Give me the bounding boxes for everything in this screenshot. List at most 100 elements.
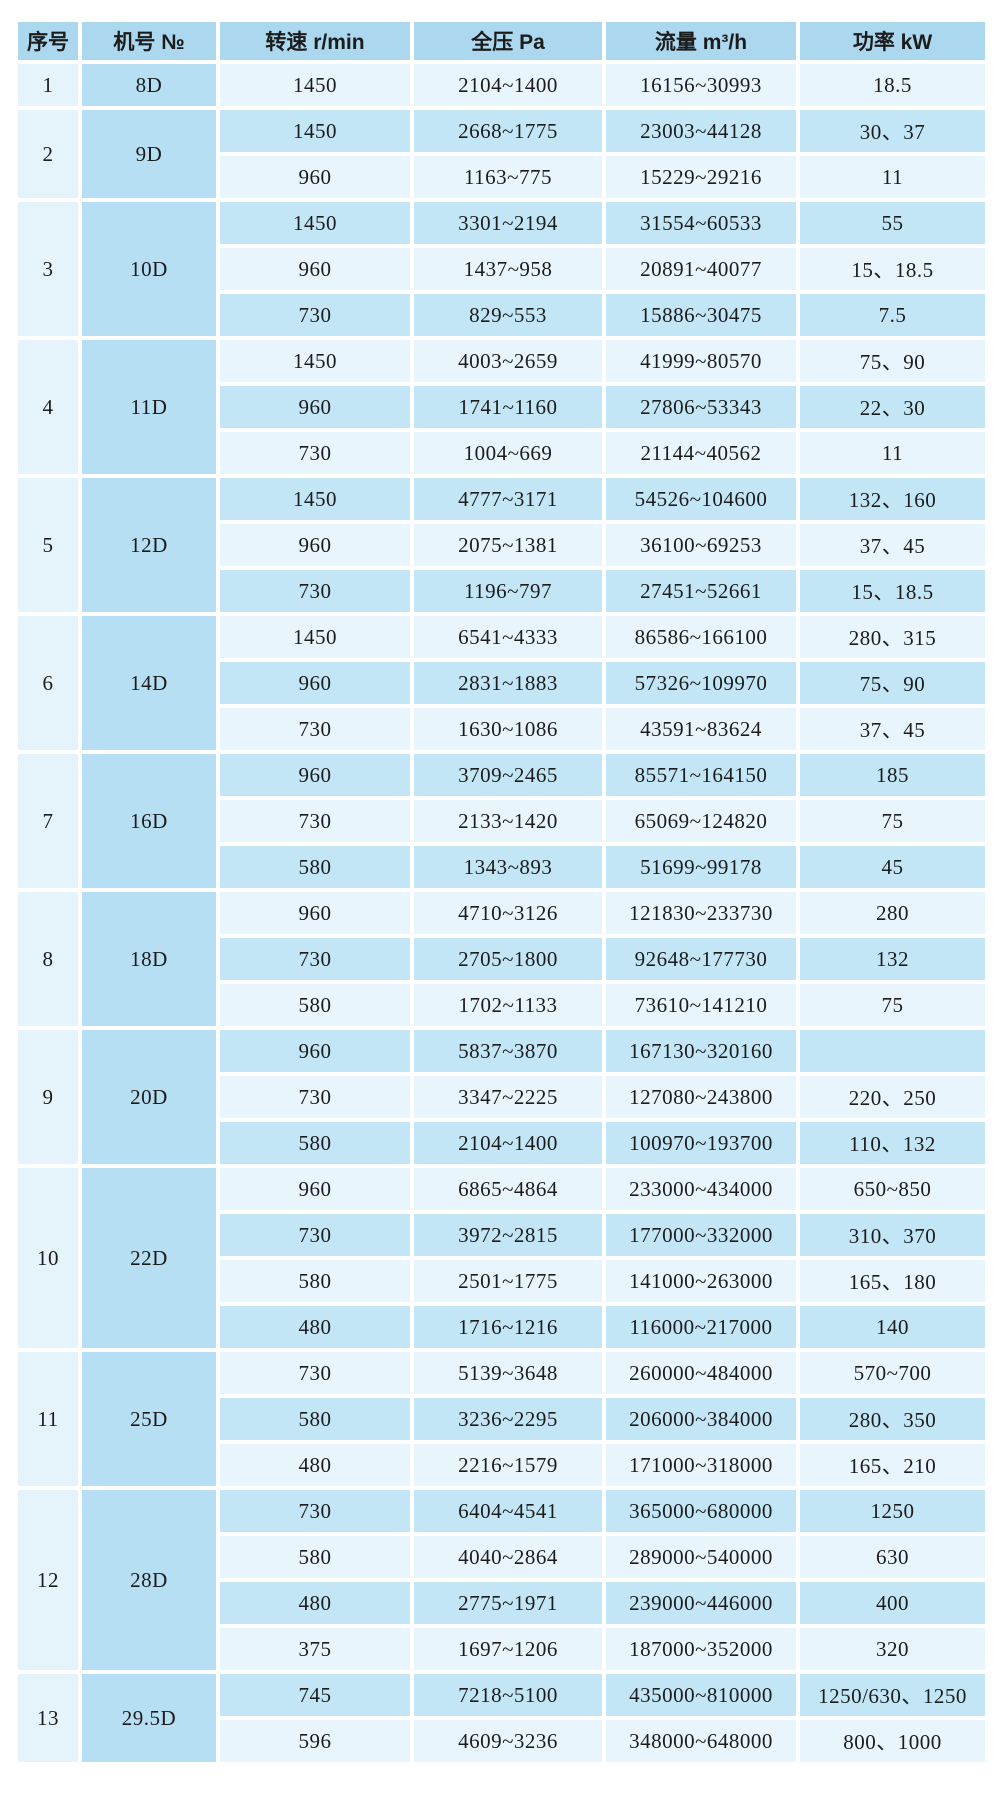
table-row: 730 1630~1086 43591~83624 37、45 [16,704,989,754]
table-row: 960 1437~958 20891~40077 15、18.5 [16,244,989,294]
serial-cell: 3 [14,198,82,340]
serial-cell: 7 [14,750,82,892]
flow-cell: 51699~99178 [602,842,800,892]
speed-cell: 1450 [216,474,414,524]
speed-cell: 730 [216,566,414,616]
pressure-cell: 2775~1971 [410,1578,606,1628]
table-row: 730 2705~1800 92648~177730 132 [16,934,989,984]
table-row: 580 1702~1133 73610~141210 75 [16,980,989,1030]
table-row: 480 1716~1216 116000~217000 140 [16,1302,989,1352]
speed-cell: 960 [216,888,414,938]
speed-cell: 960 [216,520,414,570]
pressure-cell: 5139~3648 [410,1348,606,1398]
speed-cell: 580 [216,842,414,892]
flow-cell: 85571~164150 [602,750,800,800]
flow-cell: 27451~52661 [602,566,800,616]
flow-cell: 27806~53343 [602,382,800,432]
flow-cell: 171000~318000 [602,1440,800,1490]
table-row: 1 8D 1450 2104~1400 16156~30993 18.5 [14,60,989,110]
fan-spec-table: 序号 机号 № 转速 r/min 全压 Pa 流量 m³/h 功率 kW 1 8D… [14,18,989,1766]
pressure-cell: 1702~1133 [410,980,606,1030]
pressure-cell: 3301~2194 [410,198,606,248]
flow-cell: 73610~141210 [602,980,800,1030]
speed-cell: 1450 [216,612,414,662]
pressure-cell: 2104~1400 [410,60,606,110]
power-cell: 15、18.5 [796,244,989,294]
col-header-serial: 序号 [14,18,82,64]
pressure-cell: 3709~2465 [410,750,606,800]
table-row: 480 2775~1971 239000~446000 400 [16,1578,989,1628]
table-row: 960 2831~1883 57326~109970 75、90 [16,658,989,708]
pressure-cell: 3972~2815 [410,1210,606,1260]
power-cell: 11 [796,152,989,202]
speed-cell: 480 [216,1302,414,1352]
serial-cell: 1 [14,60,82,110]
model-cell: 25D [78,1348,220,1490]
pressure-cell: 6541~4333 [410,612,606,662]
speed-cell: 580 [216,1394,414,1444]
model-cell: 22D [78,1164,220,1352]
pressure-cell: 7218~5100 [410,1670,606,1720]
power-cell: 570~700 [796,1348,989,1398]
power-cell: 320 [796,1624,989,1674]
table-row: 730 2133~1420 65069~124820 75 [16,796,989,846]
flow-cell: 127080~243800 [602,1072,800,1122]
table-body: 1 8D 1450 2104~1400 16156~30993 18.5 2 9D 1450 26… [14,60,989,1766]
speed-cell: 730 [216,290,414,340]
power-cell: 630 [796,1532,989,1582]
model-cell: 10D [78,198,220,340]
speed-cell: 1450 [216,60,414,110]
speed-cell: 580 [216,1532,414,1582]
power-cell [796,1026,989,1076]
power-cell: 280 [796,888,989,938]
table-row: 8 18D 960 4710~3126 121830~233730 280 [14,888,989,1030]
flow-cell: 57326~109970 [602,658,800,708]
serial-cell: 13 [14,1670,82,1766]
power-cell: 1250/630、1250 [796,1670,989,1720]
speed-cell: 745 [216,1670,414,1720]
pressure-cell: 2501~1775 [410,1256,606,1306]
flow-cell: 121830~233730 [602,888,800,938]
speed-cell: 730 [216,1486,414,1536]
flow-cell: 289000~540000 [602,1532,800,1582]
table-row: 6 14D 1450 6541~4333 86586~166100 280、315 [14,612,989,754]
table-row: 580 2501~1775 141000~263000 165、180 [16,1256,989,1306]
power-cell: 30、37 [796,106,989,156]
model-cell: 16D [78,750,220,892]
pressure-cell: 1697~1206 [410,1624,606,1674]
col-header-pressure: 全压 Pa [410,18,606,64]
table-row: 596 4609~3236 348000~648000 800、1000 [16,1716,989,1766]
power-cell: 55 [796,198,989,248]
flow-cell: 116000~217000 [602,1302,800,1352]
col-header-flow: 流量 m³/h [602,18,800,64]
pressure-cell: 2075~1381 [410,520,606,570]
pressure-cell: 1163~775 [410,152,606,202]
pressure-cell: 1196~797 [410,566,606,616]
pressure-cell: 6404~4541 [410,1486,606,1536]
table-row: 730 3347~2225 127080~243800 220、250 [16,1072,989,1122]
pressure-cell: 1343~893 [410,842,606,892]
power-cell: 400 [796,1578,989,1628]
flow-cell: 348000~648000 [602,1716,800,1766]
power-cell: 310、370 [796,1210,989,1260]
pressure-cell: 4040~2864 [410,1532,606,1582]
table-row: 13 29.5D 745 7218~5100 435000~810000 1250/630… [14,1670,989,1766]
model-cell: 12D [78,474,220,616]
flow-cell: 86586~166100 [602,612,800,662]
flow-cell: 23003~44128 [602,106,800,156]
table-row: 580 2104~1400 100970~193700 110、132 [16,1118,989,1168]
flow-cell: 167130~320160 [602,1026,800,1076]
model-cell: 20D [78,1026,220,1168]
power-cell: 18.5 [796,60,989,110]
speed-cell: 596 [216,1716,414,1766]
table-row: 4 11D 1450 4003~2659 41999~80570 75、90 [14,336,989,478]
table-row: 2 9D 1450 2668~1775 23003~44128 30、37 [14,106,989,202]
power-cell: 7.5 [796,290,989,340]
table-row: 730 829~553 15886~30475 7.5 [16,290,989,340]
flow-cell: 206000~384000 [602,1394,800,1444]
pressure-cell: 1630~1086 [410,704,606,754]
power-cell: 110、132 [796,1118,989,1168]
speed-cell: 960 [216,658,414,708]
model-cell: 29.5D [78,1670,220,1766]
col-header-model: 机号 № [78,18,220,64]
